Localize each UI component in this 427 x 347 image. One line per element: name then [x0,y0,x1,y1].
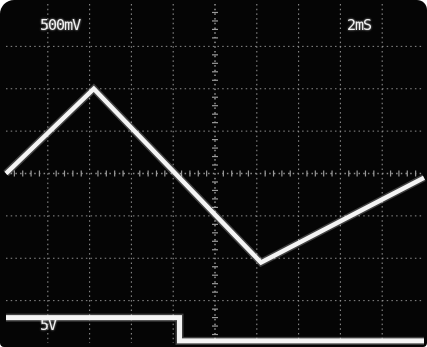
trace-layer [3,83,426,345]
graticule-grid [6,4,424,343]
timebase-readout: 2mS [347,16,372,34]
square-wave-trace [6,315,424,344]
triangle-wave-trace [4,85,426,266]
channel-1-scale-readout: 500mV [40,16,81,34]
channel-2-scale-readout: 5V [40,316,57,334]
